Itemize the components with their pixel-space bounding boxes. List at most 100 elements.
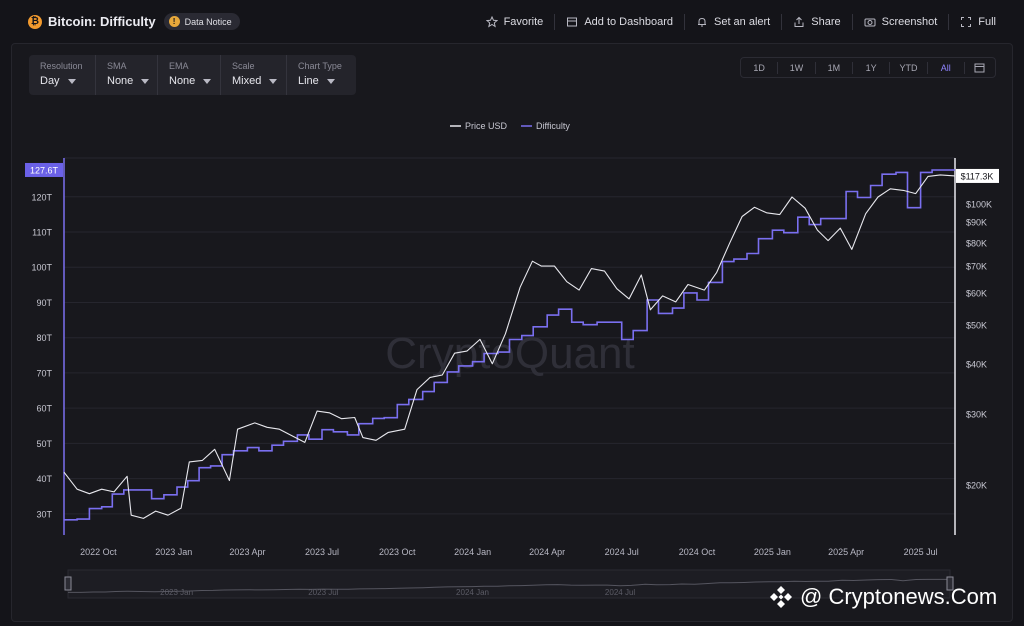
- navigator-panel: [67, 569, 951, 599]
- header-bar: ₿ Bitcoin: Difficulty ! Data Notice Favo…: [0, 0, 1024, 43]
- sma-label: SMA: [107, 61, 127, 71]
- y-right-tick-label: $50K: [966, 320, 987, 330]
- x-tick-label: 2025 Apr: [828, 547, 864, 557]
- ema-value: None: [169, 75, 196, 87]
- info-icon: !: [168, 16, 180, 27]
- bitcoin-icon: ₿: [28, 14, 42, 29]
- page-title: Bitcoin: Difficulty: [48, 14, 156, 29]
- x-tick-label: 2024 Jul: [605, 547, 639, 557]
- navigator-tick-label: 2024 Jan: [456, 588, 489, 597]
- legend-difficulty: Difficulty: [536, 121, 570, 131]
- navigator-handle-left[interactable]: [64, 576, 72, 591]
- chart-panel: [11, 43, 1013, 622]
- favorite-label: Favorite: [503, 15, 544, 28]
- y-left-tick-label: 50T: [36, 439, 52, 449]
- chart-type-label: Chart Type: [298, 61, 342, 71]
- range-all[interactable]: All: [940, 62, 951, 73]
- y-right-tick-label: $60K: [966, 288, 987, 298]
- chevron-down-icon: [269, 78, 278, 84]
- y-left-tick-label: 100T: [31, 263, 52, 273]
- chevron-down-icon: [203, 78, 212, 84]
- bell-icon: [697, 17, 706, 26]
- favorite-button[interactable]: Favorite: [475, 13, 556, 30]
- ema-select[interactable]: EMA None: [158, 55, 221, 95]
- range-selector: 1D 1W 1M 1Y YTD All: [740, 57, 996, 78]
- fullscreen-icon: [961, 16, 972, 27]
- navigator-tick-label: 2023 Jul: [308, 588, 338, 597]
- full-button[interactable]: Full: [949, 14, 996, 30]
- difficulty-last-value-box: [25, 162, 63, 177]
- data-notice-label: Data Notice: [184, 16, 232, 27]
- y-right-tick-label: $100K: [966, 199, 992, 209]
- x-tick-label: 2025 Jan: [754, 547, 791, 557]
- star-icon: [485, 15, 498, 27]
- y-right-tick-label: $30K: [966, 409, 987, 419]
- resolution-select[interactable]: Resolution Day: [29, 55, 96, 95]
- credit-watermark: @ Cryptonews.Com: [768, 584, 997, 610]
- screenshot-button[interactable]: Screenshot: [853, 13, 950, 30]
- navigator-tick-label: 2024 Jul: [605, 588, 635, 597]
- x-tick-label: 2022 Oct: [80, 547, 117, 557]
- binance-logo-icon: [770, 586, 792, 608]
- full-label: Full: [978, 15, 996, 28]
- title-group: ₿ Bitcoin: Difficulty ! Data Notice: [28, 13, 240, 30]
- y-left-tick-label: 90T: [36, 298, 52, 308]
- range-1y[interactable]: 1Y: [865, 62, 877, 73]
- x-tick-label: 2025 Jul: [904, 547, 938, 557]
- price-last-value-box: [956, 168, 999, 183]
- alert-label: Set an alert: [713, 15, 771, 28]
- scale-select[interactable]: Scale Mixed: [221, 55, 287, 95]
- x-tick-label: 2023 Jan: [155, 547, 192, 557]
- range-divider: [963, 61, 965, 74]
- range-1w[interactable]: 1W: [789, 62, 804, 73]
- range-divider: [851, 61, 853, 74]
- y-left-tick-label: 30T: [36, 509, 52, 519]
- y-right-tick-label: $20K: [966, 480, 987, 490]
- screenshot-label: Screenshot: [881, 15, 938, 28]
- navigator-tick-label: 2023 Jan: [160, 588, 193, 597]
- resolution-label: Resolution: [40, 61, 83, 71]
- navigator-series-line: [68, 578, 950, 593]
- calendar-icon: [974, 63, 985, 73]
- difficulty-series-line: [64, 169, 955, 521]
- chart-controls: Resolution Day SMA None EMA None Scale M…: [29, 55, 356, 95]
- data-notice-badge[interactable]: ! Data Notice: [163, 13, 240, 30]
- y-left-tick-label: 110T: [32, 227, 52, 237]
- range-divider: [814, 61, 816, 74]
- share-icon: [794, 16, 804, 27]
- y-right-tick-label: $90K: [966, 218, 987, 228]
- header-actions: Favorite Add to Dashboard Set an alert S…: [475, 0, 996, 43]
- x-tick-label: 2024 Oct: [679, 547, 716, 557]
- x-tick-label: 2024 Jan: [454, 547, 491, 557]
- y-left-tick-label: 60T: [36, 404, 52, 414]
- sma-value: None: [107, 75, 134, 87]
- camera-icon: [864, 18, 876, 26]
- chart-type-select[interactable]: Chart Type Line: [287, 55, 356, 95]
- add-to-dashboard-button[interactable]: Add to Dashboard: [555, 13, 685, 30]
- range-divider: [926, 61, 928, 74]
- x-tick-label: 2024 Apr: [529, 547, 565, 557]
- resolution-value: Day: [40, 75, 60, 87]
- range-divider: [889, 61, 891, 74]
- sma-select[interactable]: SMA None: [96, 55, 158, 95]
- chevron-down-icon: [141, 78, 150, 84]
- share-button[interactable]: Share: [782, 13, 853, 30]
- y-left-tick-label: 120T: [31, 192, 52, 202]
- y-right-tick-label: $80K: [966, 238, 987, 248]
- range-ytd[interactable]: YTD: [899, 62, 918, 73]
- share-label: Share: [811, 15, 841, 28]
- scale-value: Mixed: [232, 75, 262, 87]
- price-series-line: [63, 174, 956, 519]
- range-1m[interactable]: 1M: [827, 62, 841, 73]
- credit-text: @ Cryptonews.Com: [800, 584, 998, 609]
- x-tick-label: 2023 Apr: [229, 547, 265, 557]
- navigator-handle-right[interactable]: [946, 576, 954, 591]
- y-left-tick-label: 70T: [36, 368, 52, 378]
- calendar-button[interactable]: [965, 62, 995, 73]
- set-alert-button[interactable]: Set an alert: [685, 13, 783, 30]
- y-right-tick-label: $40K: [966, 359, 987, 369]
- range-1d[interactable]: 1D: [753, 62, 765, 73]
- price-last-value: $117.3K: [961, 171, 994, 181]
- y-right-tick-label: $70K: [966, 262, 987, 272]
- dashboard-icon: [567, 17, 578, 26]
